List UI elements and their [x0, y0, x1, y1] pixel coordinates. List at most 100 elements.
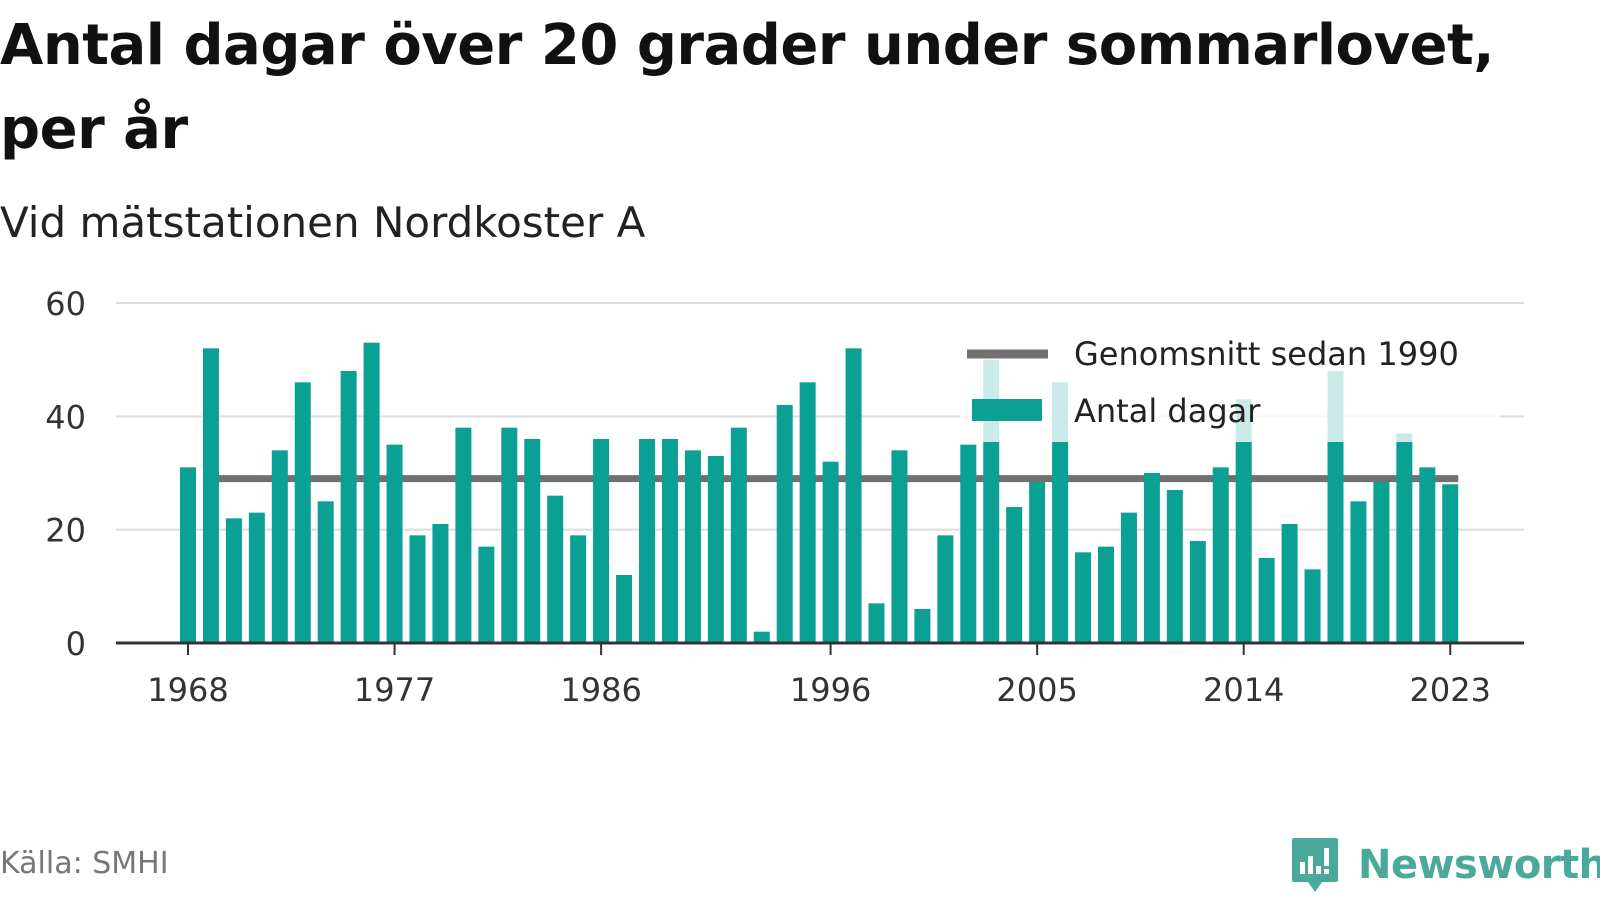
bar-overlay: [202, 474, 219, 483]
bar: [294, 382, 311, 643]
bar: [868, 603, 885, 643]
bar: [524, 439, 541, 643]
bar: [1029, 478, 1046, 643]
y-tick-label: 40: [45, 398, 86, 436]
bar: [432, 524, 449, 643]
bar-overlay: [1419, 474, 1436, 483]
bar: [891, 450, 908, 643]
bar: [1235, 399, 1252, 643]
bar: [937, 535, 954, 643]
bar: [845, 348, 862, 643]
bar: [1143, 473, 1160, 643]
bar: [1373, 478, 1390, 643]
bar-overlay: [455, 474, 472, 483]
bar-overlay: [593, 474, 610, 483]
bar: [707, 456, 724, 643]
bar: [340, 371, 357, 643]
bar: [1052, 382, 1069, 643]
bar: [753, 631, 770, 643]
bar-chart: 0 20 40 60 1968 1977 1986 1996 2005 2014 2023 Genom…: [45, 285, 1524, 709]
bar: [202, 348, 219, 643]
bar-overlay: [271, 474, 288, 483]
x-tick-label: 1986: [560, 671, 641, 709]
bar: [616, 575, 633, 643]
bar: [248, 512, 265, 643]
newsworthy-logo-icon: [1292, 838, 1338, 892]
bar: [1419, 467, 1436, 643]
bar: [501, 427, 518, 643]
bar-overlay: [386, 474, 403, 483]
bar-overlay: [363, 474, 380, 483]
legend-background: [960, 330, 1500, 442]
bar-overlay: [1327, 474, 1344, 483]
bar: [570, 535, 587, 643]
legend-label-average: Genomsnitt sedan 1990: [1074, 335, 1459, 373]
bar: [1304, 569, 1321, 643]
bar: [386, 444, 403, 643]
chart-title: Antal dagar över 20 grader under sommarl…: [0, 13, 1495, 162]
newsworthy-logo: Newsworthy: [1290, 836, 1600, 894]
bar: [478, 546, 495, 643]
bar-overlay: [822, 474, 839, 483]
bar: [455, 427, 472, 643]
bar: [593, 439, 610, 643]
bar-overlay: [501, 474, 518, 483]
bar-overlay: [1212, 474, 1229, 483]
bar: [180, 467, 196, 643]
bar: [1212, 467, 1229, 643]
newsworthy-logo-text: Newsworthy: [1358, 842, 1600, 888]
bar: [547, 495, 564, 643]
bar-overlay: [845, 474, 862, 483]
bar-overlay: [684, 474, 701, 483]
bar: [960, 444, 977, 643]
bar: [409, 535, 426, 643]
bar: [1281, 524, 1298, 643]
legend-label-bars: Antal dagar: [1074, 392, 1261, 430]
bar-overlay: [639, 474, 655, 483]
bar: [639, 439, 655, 643]
bar: [776, 405, 793, 643]
bar: [317, 501, 334, 643]
bar-overlay: [960, 474, 977, 483]
bar-overlay: [340, 474, 357, 483]
x-tick-label: 1996: [790, 671, 871, 709]
bar: [684, 450, 701, 643]
bar: [1120, 512, 1137, 643]
bar: [271, 450, 288, 643]
bar-overlay: [661, 474, 678, 483]
bar: [1189, 541, 1206, 643]
y-tick-label: 0: [66, 625, 86, 663]
bar: [822, 461, 839, 643]
source-note: Källa: SMHI: [0, 846, 169, 881]
x-tick-label: 2005: [996, 671, 1077, 709]
bar-overlay: [983, 474, 1000, 483]
bar-overlay: [799, 474, 816, 483]
bar-overlay: [707, 474, 724, 483]
bar: [661, 439, 678, 643]
bar: [1258, 558, 1275, 643]
bar-overlay: [1052, 474, 1069, 483]
x-tick-label: 1977: [354, 671, 435, 709]
x-tick-label: 2014: [1203, 671, 1284, 709]
legend-swatch-bars: [972, 399, 1042, 421]
bar: [914, 609, 931, 643]
bar-overlay: [776, 474, 793, 483]
bar: [1098, 546, 1114, 643]
bar: [363, 342, 380, 643]
bar-overlay: [1396, 474, 1413, 483]
bar-overlay: [1235, 474, 1252, 483]
bar: [225, 518, 242, 643]
bar: [1350, 501, 1367, 643]
bar: [1006, 507, 1023, 643]
bar: [799, 382, 816, 643]
bar-overlay: [1143, 474, 1160, 483]
bar: [730, 427, 747, 643]
bar: [1166, 490, 1183, 643]
chart-subtitle: Vid mätstationen Nordkoster A: [0, 198, 646, 247]
x-tick-label: 2023: [1410, 671, 1491, 709]
bar: [1075, 552, 1092, 643]
bar-overlay: [294, 474, 311, 483]
bar: [1442, 484, 1459, 643]
bar-overlay: [891, 474, 908, 483]
bar-overlay: [180, 474, 196, 483]
